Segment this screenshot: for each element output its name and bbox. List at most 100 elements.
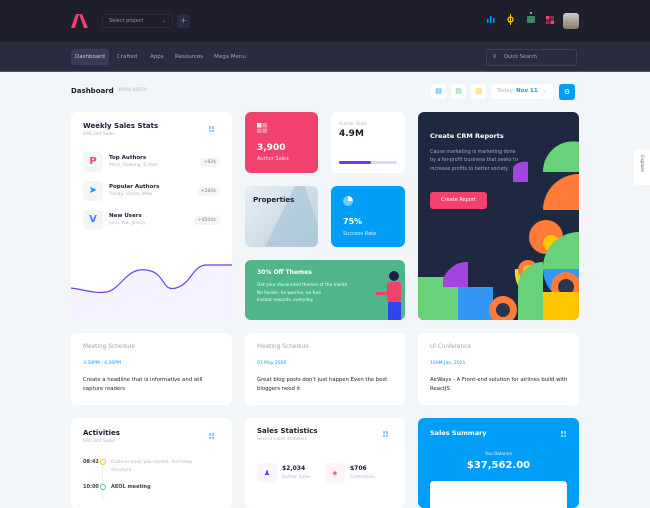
- card-subtitle: Recent sales statistics: [257, 437, 307, 442]
- file-check-icon[interactable]: ▤: [431, 84, 446, 99]
- event-card[interactable]: Meeting Schedule 3:30PM - 4:20PM Create …: [71, 333, 232, 405]
- timeline-line: [102, 461, 103, 501]
- chevron-down-icon: ⌄: [542, 88, 547, 94]
- menu-icon[interactable]: [383, 431, 389, 437]
- event-time: 3:30PM - 4:20PM: [83, 361, 121, 366]
- quick-search-input[interactable]: ⚲ Quick Search: [486, 49, 577, 66]
- nav-resources[interactable]: Resources: [175, 54, 204, 60]
- item-names: John, Pat, Jimmy: [109, 221, 146, 226]
- item-badge: +82$: [199, 158, 220, 167]
- stat-label: Author Sales: [257, 156, 289, 162]
- item-names: Mark, Rowling, Esther: [109, 163, 158, 168]
- menu-icon[interactable]: [209, 126, 215, 132]
- card-title: Create CRM Reports: [430, 132, 504, 140]
- timeline-dot: [100, 484, 106, 490]
- nav-dashboard[interactable]: Dashboard: [71, 49, 109, 65]
- card-title: Sales Statistics: [257, 427, 318, 435]
- event-text: Great blog posts don't just happen Even …: [257, 377, 388, 392]
- event-text: AirWays - A Front-end solution for airli…: [430, 377, 568, 392]
- crm-reports-card: Create CRM Reports Cause marketing is ma…: [418, 112, 579, 320]
- card-subtitle: 890,344 Sales: [83, 439, 116, 444]
- card-title: Activities: [83, 429, 120, 437]
- author-sales-card: 3,900 Author Sales: [245, 112, 318, 173]
- stat-value: 4.9M: [339, 129, 364, 139]
- nodes-icon[interactable]: [507, 14, 514, 25]
- create-report-button[interactable]: Create Report: [430, 192, 487, 209]
- sales-summary-card: Sales Summary You Balance $37,562.00: [418, 418, 579, 508]
- telegram-icon: ➤: [83, 181, 103, 201]
- author-stats-card: Author Stats 4.9M: [331, 112, 405, 173]
- building-image: [265, 186, 318, 247]
- item-badge: +280$: [196, 187, 220, 196]
- user-avatar[interactable]: [563, 13, 579, 29]
- file-add-icon[interactable]: ▤: [451, 84, 466, 99]
- event-card[interactable]: Meeting Schedule 03 May 2020 Great blog …: [245, 333, 405, 405]
- explore-label: Explore: [639, 155, 644, 172]
- event-time: 10AM Jan, 2021: [430, 361, 466, 366]
- date-picker[interactable]: Today: Nov 11 ⌄: [491, 84, 553, 99]
- page-id: #XRS-45670: [113, 86, 147, 96]
- weekly-sales-card: Weekly Sales Stats 890,344 Sales P Top A…: [71, 112, 232, 320]
- stat-label: Commision: [350, 475, 376, 480]
- menu-icon[interactable]: [209, 433, 215, 439]
- balance-value: $37,562.00: [466, 460, 531, 471]
- activity-text: AEOL meeting: [111, 484, 151, 490]
- event-title: Meeting Schedule: [257, 344, 309, 350]
- logo-icon[interactable]: [71, 14, 89, 28]
- nav-apps[interactable]: Apps: [150, 54, 164, 60]
- stat-label: Author Stats: [339, 122, 368, 127]
- vimeo-icon: V: [83, 210, 103, 230]
- properties-card[interactable]: Properties: [245, 186, 318, 247]
- commission-icon: ◈: [325, 463, 345, 483]
- summary-panel: [430, 481, 567, 508]
- grid-icon: [257, 123, 267, 133]
- promo-text: Get your discounted themes of the month N…: [257, 283, 348, 303]
- card-text: Cause marketing is marketing done by a f…: [430, 150, 518, 172]
- person-illustration: [376, 271, 401, 320]
- event-time: 03 May 2020: [257, 361, 287, 366]
- search-icon: ⚲: [493, 54, 497, 60]
- add-project-button[interactable]: +: [177, 14, 190, 28]
- event-text: Create a headline that is informative an…: [83, 377, 203, 392]
- menu-icon[interactable]: [561, 431, 567, 437]
- progress-bar: [339, 161, 397, 164]
- pie-chart-icon: [343, 196, 353, 206]
- chevron-down-icon: ⌄: [161, 18, 166, 24]
- card-title: 30% Off Themes: [257, 269, 312, 276]
- timeline-dot: [100, 459, 106, 465]
- top-header: Select project ⌄ +: [0, 0, 650, 42]
- card-title: Properties: [253, 196, 295, 204]
- nav-crafted[interactable]: Crafted: [117, 54, 138, 60]
- event-card[interactable]: UI Conference 10AM Jan, 2021 AirWays - A…: [418, 333, 579, 405]
- activity-text: Outlines keep you honest. And keep struc…: [111, 460, 193, 473]
- stat-value: $2,034: [282, 465, 306, 472]
- stat-value: $706: [350, 465, 367, 472]
- chat-icon[interactable]: [527, 12, 535, 26]
- pinterest-icon: P: [83, 152, 103, 172]
- item-title: Popular Authors: [109, 184, 160, 190]
- activity-time: 08:42: [83, 459, 99, 465]
- stat-label: Author Sales: [282, 475, 311, 480]
- explore-tab[interactable]: Explore: [634, 150, 650, 185]
- project-select[interactable]: Select project ⌄: [102, 14, 173, 28]
- settings-button[interactable]: ⚙: [559, 84, 575, 100]
- balance-label: You Balance: [484, 452, 513, 457]
- file-icon[interactable]: ▤: [471, 84, 486, 99]
- card-subtitle: 890,344 Sales: [83, 132, 116, 137]
- page-title: Dashboard: [71, 87, 114, 95]
- abstract-shapes-image: [418, 141, 579, 320]
- stat-value: 3,900: [257, 143, 286, 153]
- item-badge: +4500$: [193, 216, 220, 225]
- nav-mega-menu[interactable]: Mega Menu: [214, 54, 246, 60]
- success-rate-card: 75% Success Rate: [331, 186, 405, 247]
- event-title: Meeting Schedule: [83, 344, 135, 350]
- sales-statistics-card: Sales Statistics Recent sales statistics…: [245, 418, 405, 508]
- stat-label: Success Rate: [343, 231, 377, 237]
- item-names: Randy, Steve, Mike: [109, 192, 153, 197]
- item-title: Top Authors: [109, 155, 147, 161]
- activities-card: Activities 890,344 Sales 08:42 Outlines …: [71, 418, 232, 508]
- apps-icon[interactable]: [546, 16, 554, 24]
- activity-time: 10:00: [83, 484, 99, 490]
- chart-icon[interactable]: [487, 16, 495, 23]
- progress-fill: [339, 161, 371, 164]
